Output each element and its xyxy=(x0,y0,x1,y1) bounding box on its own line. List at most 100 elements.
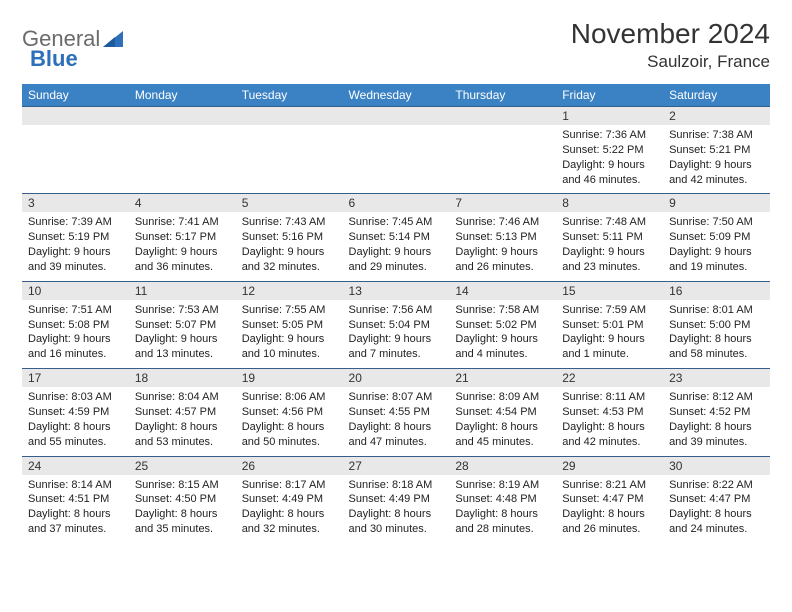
daylight-text: Daylight: 9 hours and 42 minutes. xyxy=(669,158,764,188)
day-number-row: 12 xyxy=(22,107,770,126)
day-number-cell: 27 xyxy=(343,456,450,475)
sunrise-text: Sunrise: 8:22 AM xyxy=(669,478,764,493)
sunset-text: Sunset: 5:02 PM xyxy=(455,318,550,333)
day-number-cell: 5 xyxy=(236,194,343,213)
day-number-cell xyxy=(343,107,450,126)
day-content-cell: Sunrise: 7:43 AMSunset: 5:16 PMDaylight:… xyxy=(236,212,343,281)
daylight-text: Daylight: 8 hours and 42 minutes. xyxy=(562,420,657,450)
month-title: November 2024 xyxy=(571,18,770,50)
day-content-cell: Sunrise: 8:09 AMSunset: 4:54 PMDaylight:… xyxy=(449,387,556,456)
sunset-text: Sunset: 4:50 PM xyxy=(135,492,230,507)
day-content-cell: Sunrise: 7:38 AMSunset: 5:21 PMDaylight:… xyxy=(663,125,770,194)
sunrise-text: Sunrise: 8:11 AM xyxy=(562,390,657,405)
day-content-cell: Sunrise: 7:36 AMSunset: 5:22 PMDaylight:… xyxy=(556,125,663,194)
sunrise-text: Sunrise: 7:39 AM xyxy=(28,215,123,230)
day-content-cell: Sunrise: 8:18 AMSunset: 4:49 PMDaylight:… xyxy=(343,475,450,543)
day-header: Wednesday xyxy=(343,84,450,107)
daylight-text: Daylight: 9 hours and 19 minutes. xyxy=(669,245,764,275)
day-content-cell xyxy=(22,125,129,194)
day-number-cell: 22 xyxy=(556,369,663,388)
calendar-page: General November 2024 Saulzoir, France B… xyxy=(0,0,792,553)
daylight-text: Daylight: 8 hours and 53 minutes. xyxy=(135,420,230,450)
sunset-text: Sunset: 5:14 PM xyxy=(349,230,444,245)
day-content-cell: Sunrise: 7:39 AMSunset: 5:19 PMDaylight:… xyxy=(22,212,129,281)
sunset-text: Sunset: 5:11 PM xyxy=(562,230,657,245)
sunrise-text: Sunrise: 8:01 AM xyxy=(669,303,764,318)
day-content-cell: Sunrise: 8:11 AMSunset: 4:53 PMDaylight:… xyxy=(556,387,663,456)
sunset-text: Sunset: 5:08 PM xyxy=(28,318,123,333)
day-number-row: 10111213141516 xyxy=(22,281,770,300)
day-header: Thursday xyxy=(449,84,556,107)
sunrise-text: Sunrise: 7:46 AM xyxy=(455,215,550,230)
sunset-text: Sunset: 5:04 PM xyxy=(349,318,444,333)
day-number-row: 3456789 xyxy=(22,194,770,213)
day-number-cell: 4 xyxy=(129,194,236,213)
daylight-text: Daylight: 8 hours and 47 minutes. xyxy=(349,420,444,450)
day-content-row: Sunrise: 7:51 AMSunset: 5:08 PMDaylight:… xyxy=(22,300,770,369)
day-content-cell: Sunrise: 8:17 AMSunset: 4:49 PMDaylight:… xyxy=(236,475,343,543)
day-content-cell: Sunrise: 7:48 AMSunset: 5:11 PMDaylight:… xyxy=(556,212,663,281)
day-number-cell: 25 xyxy=(129,456,236,475)
day-number-cell: 26 xyxy=(236,456,343,475)
location-label: Saulzoir, France xyxy=(571,52,770,72)
sunrise-text: Sunrise: 7:59 AM xyxy=(562,303,657,318)
daylight-text: Daylight: 9 hours and 29 minutes. xyxy=(349,245,444,275)
sunrise-text: Sunrise: 7:58 AM xyxy=(455,303,550,318)
sunset-text: Sunset: 5:16 PM xyxy=(242,230,337,245)
day-content-cell: Sunrise: 7:50 AMSunset: 5:09 PMDaylight:… xyxy=(663,212,770,281)
daylight-text: Daylight: 8 hours and 35 minutes. xyxy=(135,507,230,537)
day-number-row: 17181920212223 xyxy=(22,369,770,388)
day-content-cell xyxy=(449,125,556,194)
day-content-cell: Sunrise: 8:19 AMSunset: 4:48 PMDaylight:… xyxy=(449,475,556,543)
sunset-text: Sunset: 4:55 PM xyxy=(349,405,444,420)
sunset-text: Sunset: 5:22 PM xyxy=(562,143,657,158)
daylight-text: Daylight: 8 hours and 37 minutes. xyxy=(28,507,123,537)
day-number-cell xyxy=(236,107,343,126)
sunset-text: Sunset: 4:52 PM xyxy=(669,405,764,420)
page-header: General November 2024 Saulzoir, France xyxy=(22,18,770,72)
day-content-cell: Sunrise: 8:04 AMSunset: 4:57 PMDaylight:… xyxy=(129,387,236,456)
title-block: November 2024 Saulzoir, France xyxy=(571,18,770,72)
daylight-text: Daylight: 9 hours and 10 minutes. xyxy=(242,332,337,362)
sunrise-text: Sunrise: 8:15 AM xyxy=(135,478,230,493)
day-content-cell: Sunrise: 7:55 AMSunset: 5:05 PMDaylight:… xyxy=(236,300,343,369)
day-header: Tuesday xyxy=(236,84,343,107)
sunrise-text: Sunrise: 8:07 AM xyxy=(349,390,444,405)
daylight-text: Daylight: 8 hours and 39 minutes. xyxy=(669,420,764,450)
sunset-text: Sunset: 4:54 PM xyxy=(455,405,550,420)
sunset-text: Sunset: 5:21 PM xyxy=(669,143,764,158)
day-content-row: Sunrise: 8:03 AMSunset: 4:59 PMDaylight:… xyxy=(22,387,770,456)
sunrise-text: Sunrise: 7:38 AM xyxy=(669,128,764,143)
sunset-text: Sunset: 5:05 PM xyxy=(242,318,337,333)
sunset-text: Sunset: 4:48 PM xyxy=(455,492,550,507)
day-number-cell: 20 xyxy=(343,369,450,388)
daylight-text: Daylight: 8 hours and 45 minutes. xyxy=(455,420,550,450)
day-number-cell: 14 xyxy=(449,281,556,300)
sunrise-text: Sunrise: 7:43 AM xyxy=(242,215,337,230)
sunset-text: Sunset: 5:17 PM xyxy=(135,230,230,245)
day-content-cell: Sunrise: 8:12 AMSunset: 4:52 PMDaylight:… xyxy=(663,387,770,456)
daylight-text: Daylight: 8 hours and 28 minutes. xyxy=(455,507,550,537)
day-number-cell: 28 xyxy=(449,456,556,475)
daylight-text: Daylight: 9 hours and 32 minutes. xyxy=(242,245,337,275)
daylight-text: Daylight: 9 hours and 36 minutes. xyxy=(135,245,230,275)
sunset-text: Sunset: 5:19 PM xyxy=(28,230,123,245)
sunset-text: Sunset: 5:00 PM xyxy=(669,318,764,333)
day-number-cell: 6 xyxy=(343,194,450,213)
day-number-cell: 2 xyxy=(663,107,770,126)
sunrise-text: Sunrise: 7:41 AM xyxy=(135,215,230,230)
sunrise-text: Sunrise: 8:19 AM xyxy=(455,478,550,493)
sunrise-text: Sunrise: 8:14 AM xyxy=(28,478,123,493)
daylight-text: Daylight: 8 hours and 30 minutes. xyxy=(349,507,444,537)
day-number-cell: 30 xyxy=(663,456,770,475)
day-number-cell: 1 xyxy=(556,107,663,126)
logo-blue-row: Blue xyxy=(30,46,78,72)
sunrise-text: Sunrise: 8:12 AM xyxy=(669,390,764,405)
daylight-text: Daylight: 9 hours and 16 minutes. xyxy=(28,332,123,362)
day-content-cell: Sunrise: 8:01 AMSunset: 5:00 PMDaylight:… xyxy=(663,300,770,369)
logo-triangle-icon xyxy=(103,31,123,47)
sunrise-text: Sunrise: 7:56 AM xyxy=(349,303,444,318)
sunrise-text: Sunrise: 7:45 AM xyxy=(349,215,444,230)
day-number-cell: 10 xyxy=(22,281,129,300)
sunset-text: Sunset: 4:49 PM xyxy=(242,492,337,507)
